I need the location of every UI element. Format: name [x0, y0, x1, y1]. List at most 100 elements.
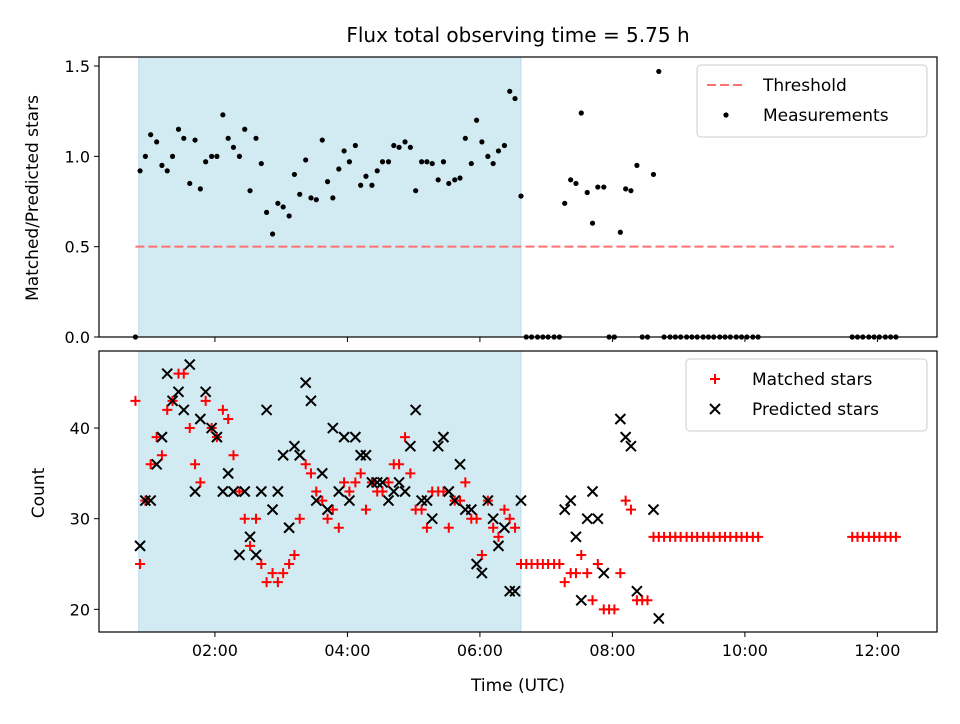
- measurement-point: [601, 184, 607, 190]
- predicted-stars-point: [205, 422, 218, 434]
- predicted-stars-point: [194, 413, 207, 425]
- matched-stars-point: [592, 559, 603, 570]
- predicted-stars-point: [316, 467, 328, 480]
- measurement-point: [220, 112, 226, 118]
- matched-stars-point: [184, 423, 195, 434]
- matched-stars-point: [890, 531, 901, 542]
- predicted-stars-point: [625, 440, 637, 452]
- predicted-stars-point: [199, 386, 212, 398]
- matched-stars-point: [421, 522, 432, 533]
- measurement-point: [562, 200, 568, 206]
- measurement-point: [324, 179, 331, 185]
- matched-stars-point: [322, 513, 333, 524]
- predicted-stars-point: [492, 540, 505, 552]
- x-tick-label: 12:00: [854, 641, 900, 660]
- measurement-point: [391, 142, 397, 149]
- predicted-stars-point: [156, 431, 168, 443]
- measurement-point: [280, 204, 286, 210]
- predicted-stars-point: [592, 512, 604, 525]
- measurement-point: [485, 153, 491, 159]
- matched-stars-point: [476, 549, 487, 560]
- matched-stars-point: [223, 413, 234, 424]
- measurement-point: [429, 160, 435, 167]
- predicted-stars-point: [277, 449, 289, 461]
- legend-label: Matched stars: [752, 370, 872, 390]
- measurement-point: [181, 135, 187, 141]
- x-tick-label: 08:00: [589, 641, 635, 660]
- measurement-point: [330, 195, 336, 201]
- measurement-point: [518, 193, 524, 199]
- predicted-stars-point: [393, 476, 405, 489]
- measurement-point: [573, 180, 579, 187]
- matched-stars-point: [251, 513, 262, 524]
- predicted-stars-point: [266, 503, 279, 516]
- predicted-stars-point: [470, 558, 483, 570]
- measurement-point: [589, 220, 596, 226]
- matched-stars-point: [272, 577, 283, 588]
- matched-stars-point: [499, 504, 510, 515]
- matched-stars-point: [339, 477, 350, 488]
- matched-stars-point: [570, 568, 581, 579]
- matched-stars-point: [217, 404, 228, 415]
- measurement-point: [413, 188, 419, 194]
- legend-box: [685, 358, 928, 432]
- measurement-point: [319, 137, 325, 143]
- measurement-point: [440, 159, 447, 165]
- predicted-stars-point: [250, 549, 262, 561]
- matched-stars-point: [377, 486, 388, 497]
- measurement-point: [269, 231, 276, 237]
- measurement-point: [258, 160, 264, 167]
- axes-frame: [98, 56, 938, 338]
- top-panel-y-axis-label: Matched/Predicted stars: [23, 95, 43, 301]
- matched-stars-point: [576, 549, 587, 560]
- measurement-point: [578, 110, 584, 116]
- measurement-point: [419, 159, 425, 165]
- matched-stars-point: [400, 432, 411, 443]
- chart-title: Flux total observing time = 5.75 h: [346, 23, 689, 47]
- measurement-point: [137, 168, 143, 174]
- measurement-point: [253, 135, 259, 141]
- matched-stars-point: [256, 559, 267, 570]
- measurement-point: [501, 142, 508, 149]
- predicted-stars-point: [189, 485, 201, 498]
- matched-stars-point: [294, 513, 305, 524]
- matched-stars-point: [383, 477, 394, 488]
- x-tick-label: 10:00: [722, 641, 768, 660]
- matched-stars-point: [234, 486, 245, 497]
- matched-stars-point: [311, 486, 322, 497]
- series-plus-group: [130, 368, 901, 615]
- predicted-stars-point: [239, 485, 251, 498]
- measurement-point: [203, 159, 209, 165]
- matched-stars-point: [493, 531, 504, 542]
- x-tick-label: 02:00: [192, 641, 238, 660]
- measurement-point: [286, 213, 292, 219]
- predicted-stars-point: [283, 522, 295, 534]
- predicted-stars-point: [233, 549, 246, 561]
- predicted-stars-point: [454, 458, 466, 471]
- top-panel: 0.0 0.5 1.0 1.5 Threshold Measurements: [65, 56, 938, 347]
- series-x-group: [134, 358, 665, 625]
- legend-label: Measurements: [763, 106, 889, 126]
- matched-stars-point: [753, 531, 764, 542]
- predicted-stars-point: [509, 585, 521, 597]
- measurement-point: [209, 153, 215, 159]
- measurement-point: [374, 168, 380, 174]
- predicted-stars-point: [333, 485, 345, 498]
- measurement-point: [568, 177, 574, 183]
- matched-stars-point: [471, 513, 482, 524]
- axes-frame: [98, 350, 938, 633]
- measurement-point: [385, 159, 392, 165]
- measurement-point: [346, 159, 353, 165]
- legend-box: [696, 64, 928, 138]
- measurement-point: [313, 197, 319, 203]
- predicted-stars-point: [598, 567, 610, 579]
- measurement-point: [656, 68, 662, 75]
- observing-window-shading: [138, 56, 522, 338]
- predicted-stars-point: [443, 485, 455, 498]
- matched-stars-point: [151, 432, 162, 443]
- measurement-point: [595, 184, 601, 190]
- predicted-stars-point: [255, 485, 268, 498]
- matched-stars-point: [394, 459, 405, 470]
- matched-stars-point: [625, 504, 636, 515]
- measurement-point: [507, 88, 513, 94]
